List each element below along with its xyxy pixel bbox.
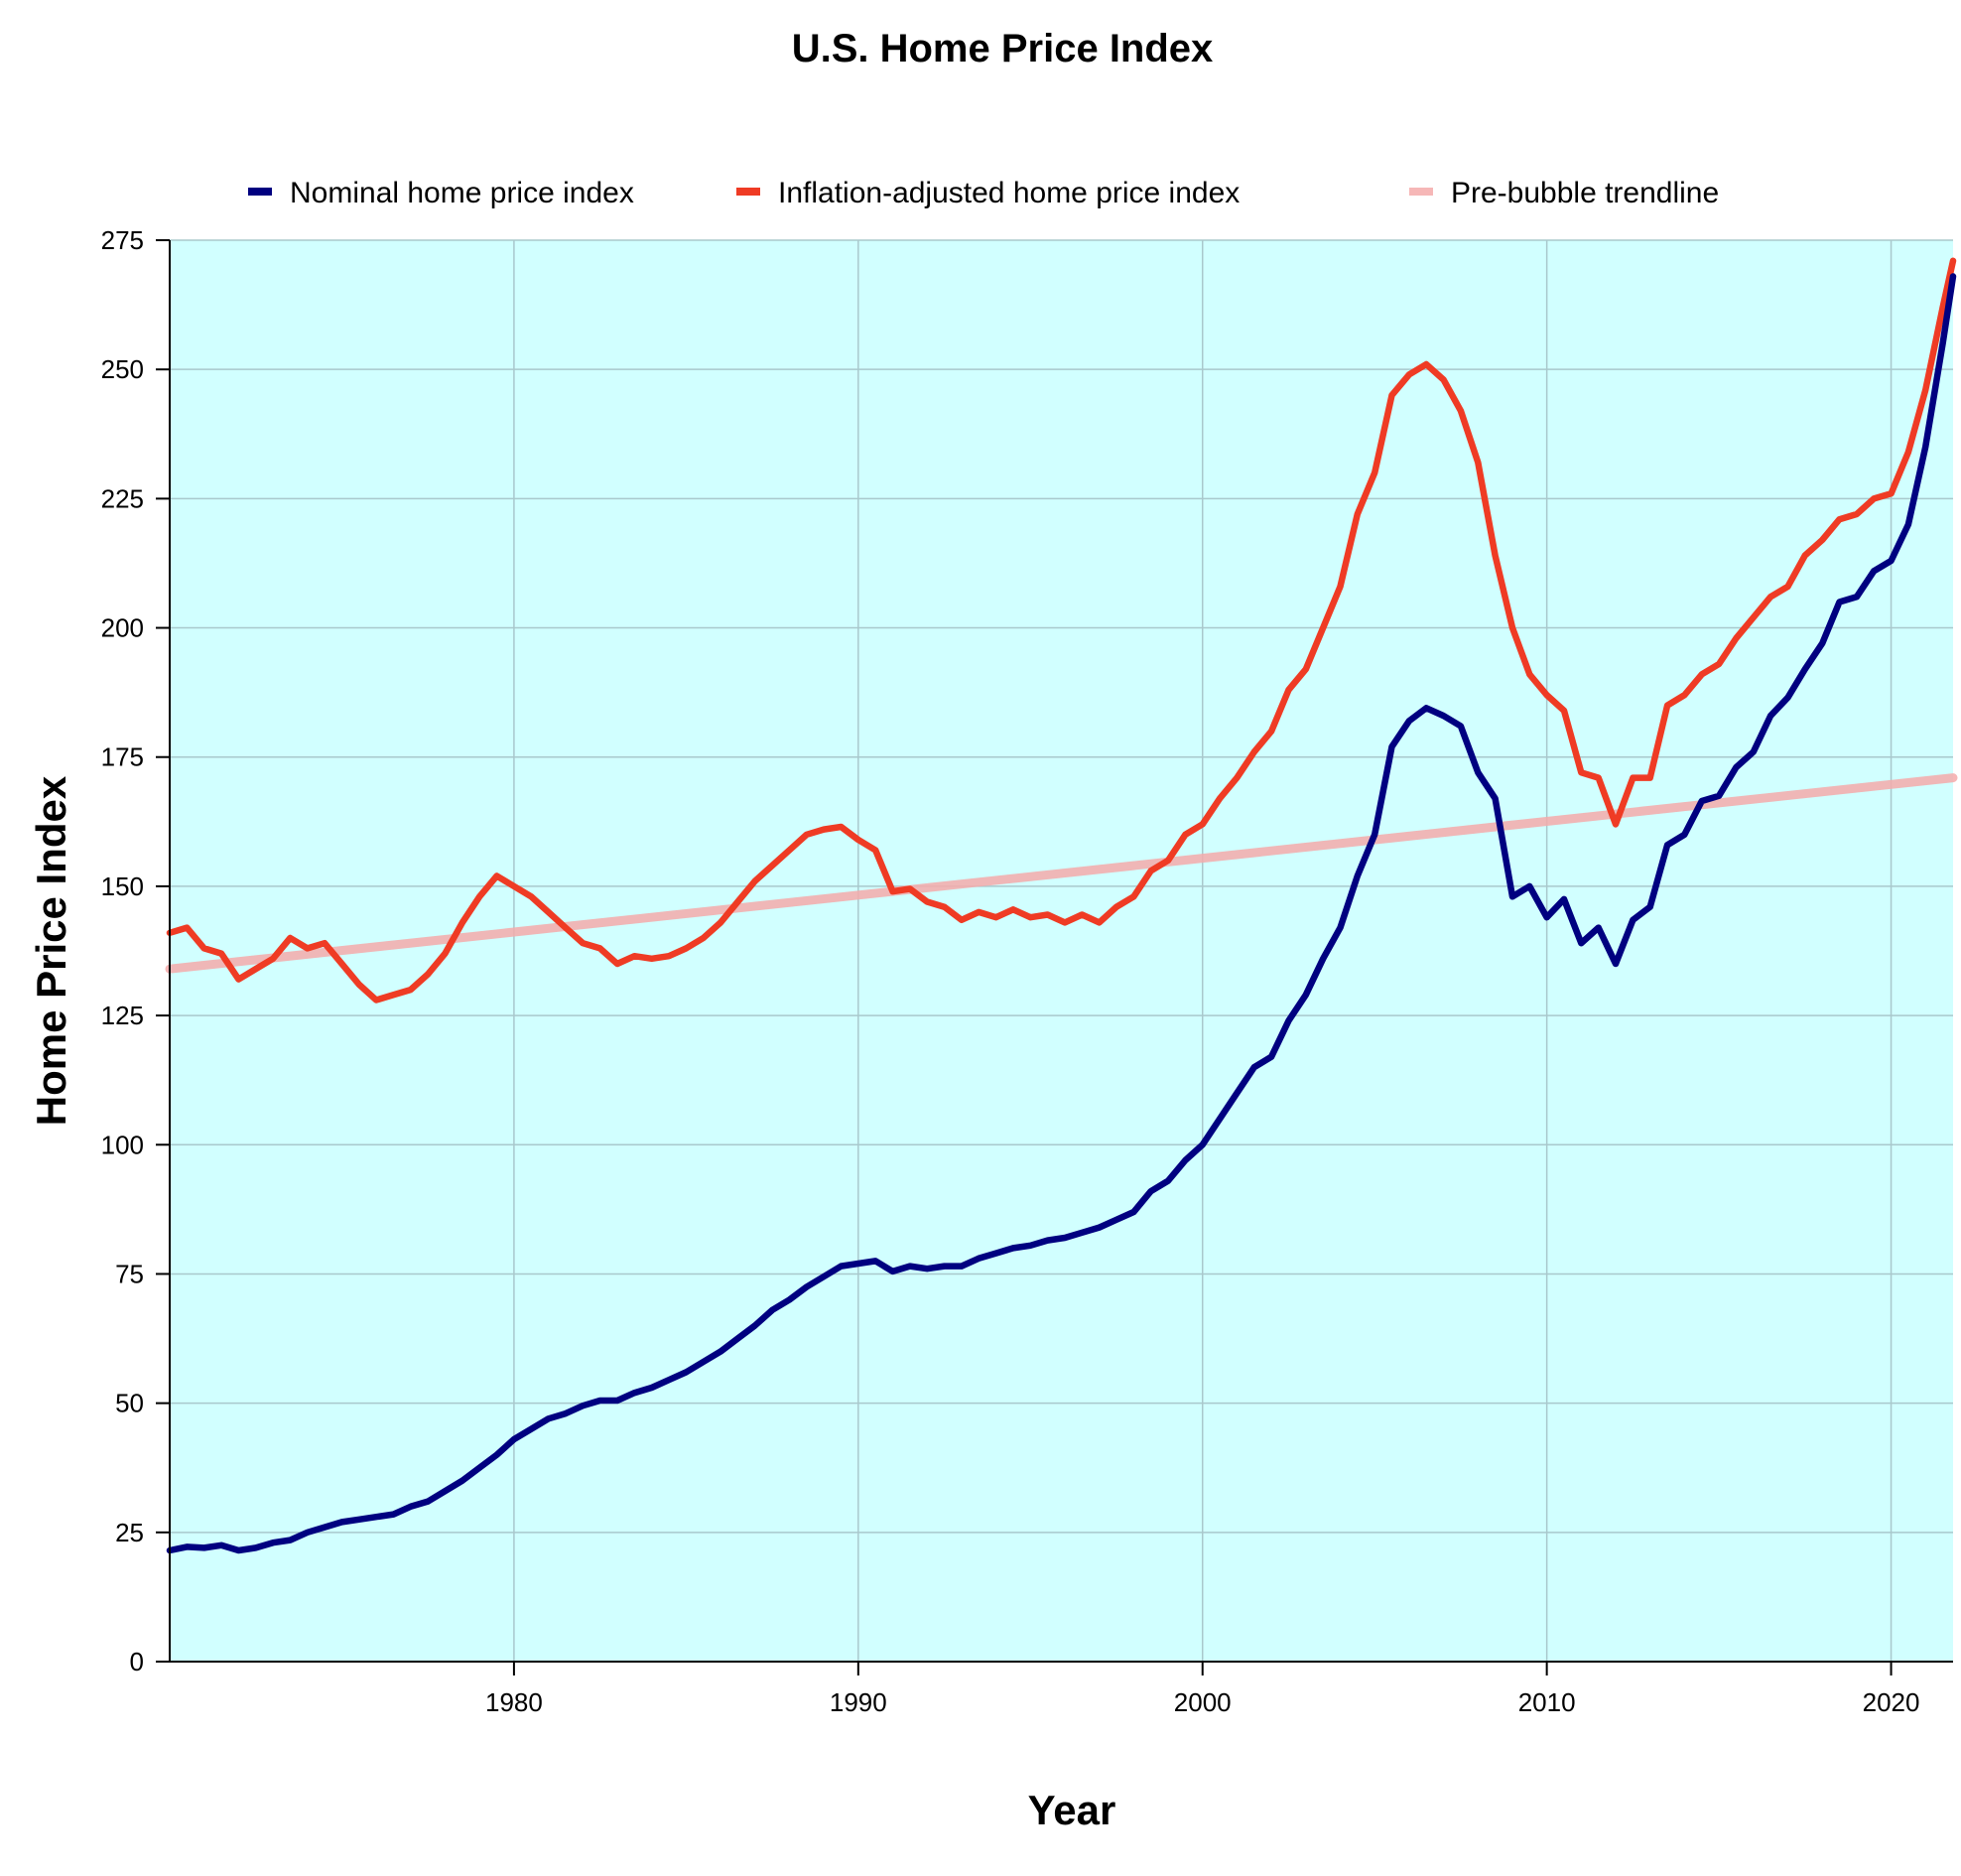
plot-background bbox=[170, 240, 1953, 1662]
series-line-2 bbox=[165, 773, 1958, 974]
y-tick-label: 200 bbox=[101, 613, 144, 643]
y-tick-label: 50 bbox=[115, 1389, 144, 1418]
chart-title: U.S. Home Price Index bbox=[792, 27, 1214, 70]
series-line-1 bbox=[166, 257, 1957, 1004]
x-tick-label: 2000 bbox=[1174, 1687, 1232, 1717]
legend-item-1: Inflation-adjusted home price index bbox=[736, 177, 1240, 209]
legend-label: Pre-bubble trendline bbox=[1451, 177, 1719, 209]
y-tick-label: 225 bbox=[101, 483, 144, 513]
legend-item-2: Pre-bubble trendline bbox=[1409, 177, 1719, 209]
x-tick-label: 1990 bbox=[830, 1687, 887, 1717]
y-tick-label: 0 bbox=[130, 1647, 144, 1676]
y-tick-label: 125 bbox=[101, 1001, 144, 1030]
grid bbox=[170, 239, 1953, 1663]
y-tick-label: 275 bbox=[101, 225, 144, 255]
y-tick-label: 150 bbox=[101, 871, 144, 901]
legend-label: Nominal home price index bbox=[290, 177, 634, 209]
legend: Nominal home price index Inflation-adjust… bbox=[248, 177, 1719, 209]
y-tick-label: 250 bbox=[101, 354, 144, 384]
tick-labels: 0 25 50 75 100 125 150 175 200 225 250 275 1980 1990 2… bbox=[101, 225, 1920, 1717]
y-tick-label: 175 bbox=[101, 742, 144, 772]
y-tick-label: 25 bbox=[115, 1518, 144, 1547]
legend-item-0: Nominal home price index bbox=[248, 177, 634, 209]
x-tick-label: 1980 bbox=[485, 1687, 543, 1717]
axes bbox=[169, 240, 1953, 1663]
y-axis-title: Home Price Index bbox=[28, 775, 74, 1126]
y-tick-label: 100 bbox=[101, 1130, 144, 1159]
y-tick-label: 75 bbox=[115, 1259, 144, 1288]
x-tick-label: 2010 bbox=[1518, 1687, 1576, 1717]
x-tick-label: 2020 bbox=[1863, 1687, 1920, 1717]
series-layer bbox=[165, 257, 1958, 1554]
series-line-0 bbox=[166, 273, 1957, 1554]
x-axis-title: Year bbox=[1028, 1787, 1116, 1833]
legend-label: Inflation-adjusted home price index bbox=[778, 177, 1240, 209]
